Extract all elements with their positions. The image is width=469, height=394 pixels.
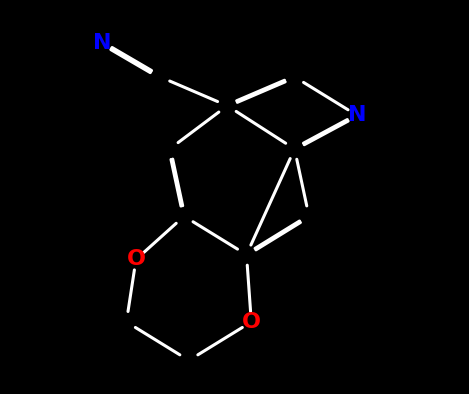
Text: N: N xyxy=(348,105,366,125)
Text: O: O xyxy=(127,249,145,269)
Text: O: O xyxy=(242,312,261,332)
Text: N: N xyxy=(93,33,112,53)
